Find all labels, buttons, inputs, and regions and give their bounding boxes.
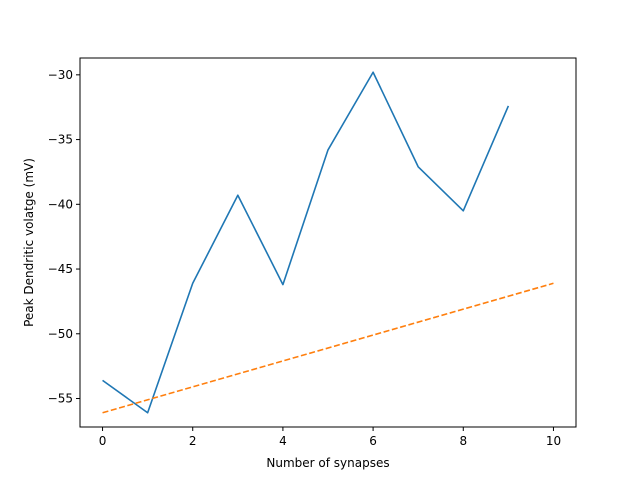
y-axis-label: Peak Dendritic volatge (mV)	[22, 158, 36, 327]
y-tick-label: −55	[48, 392, 73, 406]
plot-area	[102, 71, 554, 414]
x-tick-label: 0	[99, 434, 107, 448]
x-tick-label: 4	[279, 434, 287, 448]
x-tick-label: 6	[369, 434, 377, 448]
x-tick-label: 10	[546, 434, 561, 448]
y-tick-label: −30	[48, 68, 73, 82]
y-axis-ticks: −55 −50 −45 −40 −35 −30	[48, 68, 80, 406]
x-tick-label: 2	[189, 434, 197, 448]
y-tick-label: −50	[48, 327, 73, 341]
x-axis-label: Number of synapses	[266, 456, 389, 470]
x-tick-label: 8	[459, 434, 467, 448]
axes-frame	[79, 57, 577, 428]
y-tick-label: −45	[48, 262, 73, 276]
series-line-2	[102, 282, 554, 414]
x-axis-ticks: 0 2 4 6 8 10	[99, 427, 561, 448]
y-tick-label: −40	[48, 197, 73, 211]
y-tick-label: −35	[48, 133, 73, 147]
series-line-1	[102, 71, 510, 414]
